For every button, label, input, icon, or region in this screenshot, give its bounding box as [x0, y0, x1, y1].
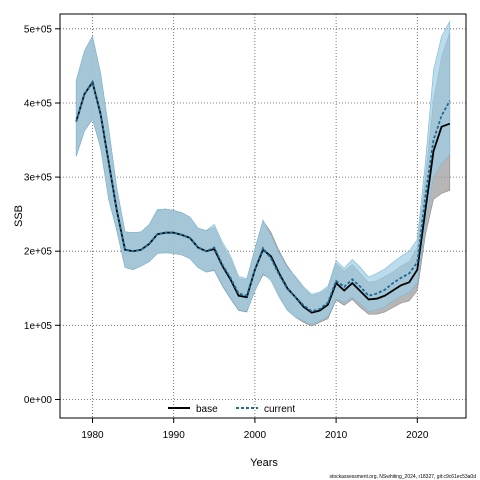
confidence-bands	[75, 20, 451, 327]
legend: base current	[168, 404, 295, 415]
band-current	[75, 20, 451, 325]
y-tick-label-1: 1e+05	[24, 321, 53, 332]
y-axis-title: SSB	[13, 205, 25, 227]
x-tick-label-2000: 2000	[244, 430, 267, 441]
series-lines	[75, 80, 451, 314]
y-tick-label-4: 4e+05	[24, 99, 53, 110]
y-tick-label-0: 0e+00	[24, 395, 53, 406]
x-tick-label-2010: 2010	[325, 430, 348, 441]
x-axis: 1980 1990 2000 2010 2020	[81, 418, 429, 441]
plot-frame	[59, 13, 467, 419]
legend-label-base: base	[196, 404, 218, 415]
line-current	[75, 80, 451, 313]
x-tick-label-1990: 1990	[163, 430, 186, 441]
y-tick-label-2: 2e+05	[24, 247, 53, 258]
footer-note: stockassessment.org, NSwhiting_2024, r18…	[330, 474, 477, 480]
x-axis-title: Years	[250, 457, 278, 469]
y-tick-label-5: 5e+05	[24, 24, 53, 35]
legend-label-current: current	[264, 404, 295, 415]
y-axis: 0e+00 1e+05 2e+05 3e+05 4e+05 5e+05	[24, 24, 60, 406]
x-tick-label-1980: 1980	[81, 430, 104, 441]
x-tick-label-2020: 2020	[406, 430, 429, 441]
y-tick-label-3: 3e+05	[24, 173, 53, 184]
